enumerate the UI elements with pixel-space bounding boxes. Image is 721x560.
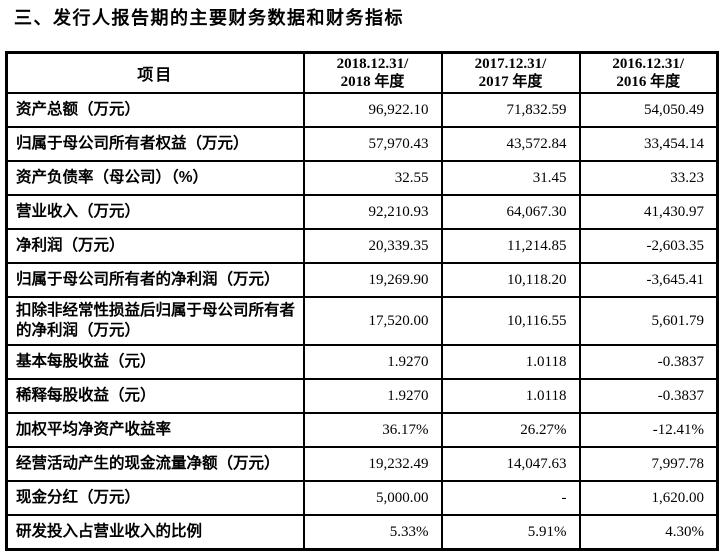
value-2018: 92,210.93 xyxy=(302,194,443,230)
row-label: 归属于母公司所有者的净利润（万元） xyxy=(5,262,305,298)
value-2018: 32.55 xyxy=(302,160,443,196)
value-2016: 1,620.00 xyxy=(578,480,719,516)
value-2017: 26.27% xyxy=(440,412,581,448)
table-row: 基本每股收益（元） 1.9270 1.0118 -0.3837 xyxy=(5,344,719,380)
value-2016: -12.41% xyxy=(578,412,719,448)
value-2017: 14,047.63 xyxy=(440,446,581,482)
value-2018: 1.9270 xyxy=(302,378,443,414)
value-2018: 5.33% xyxy=(302,514,443,551)
value-2016: -2,603.35 xyxy=(578,228,719,264)
value-2017: 10,118.20 xyxy=(440,262,581,298)
table-row: 加权平均净资产收益率 36.17% 26.27% -12.41% xyxy=(5,412,719,448)
table-row: 现金分红（万元） 5,000.00 - 1,620.00 xyxy=(5,480,719,516)
row-label: 资产总额（万元） xyxy=(5,92,305,128)
row-label: 研发投入占营业收入的比例 xyxy=(5,514,305,551)
table-row: 归属于母公司所有者的净利润（万元） 19,269.90 10,118.20 -3… xyxy=(5,262,719,298)
value-2018: 96,922.10 xyxy=(302,92,443,128)
col-header-2017: 2017.12.31/ 2017 年度 xyxy=(440,51,581,94)
row-label: 资产负债率（母公司）（%） xyxy=(5,160,305,196)
row-label: 营业收入（万元） xyxy=(5,194,305,230)
value-2016: 33,454.14 xyxy=(578,126,719,162)
value-2016: 33.23 xyxy=(578,160,719,196)
period-date: 2016.12.31/ xyxy=(612,56,685,72)
value-2018: 20,339.35 xyxy=(302,228,443,264)
value-2016: -0.3837 xyxy=(578,344,719,380)
table-row: 净利润（万元） 20,339.35 11,214.85 -2,603.35 xyxy=(5,228,719,264)
row-label: 加权平均净资产收益率 xyxy=(5,412,305,448)
value-2017: 71,832.59 xyxy=(440,92,581,128)
row-label: 扣除非经常性损益后归属于母公司所有者的净利润（万元） xyxy=(5,296,305,346)
value-2016: -0.3837 xyxy=(578,378,719,414)
value-2017: 11,214.85 xyxy=(440,228,581,264)
value-2017: 5.91% xyxy=(440,514,581,551)
section-title: 三、发行人报告期的主要财务数据和财务指标 xyxy=(14,8,404,28)
value-2018: 19,232.49 xyxy=(302,446,443,482)
value-2017: 1.0118 xyxy=(440,378,581,414)
value-2017: 1.0118 xyxy=(440,344,581,380)
value-2017: 10,116.55 xyxy=(440,296,581,346)
table-row: 稀释每股收益（元） 1.9270 1.0118 -0.3837 xyxy=(5,378,719,414)
value-2016: 54,050.49 xyxy=(578,92,719,128)
row-label: 经营活动产生的现金流量净额（万元） xyxy=(5,446,305,482)
value-2016: 4.30% xyxy=(578,514,719,551)
value-2016: 41,430.97 xyxy=(578,194,719,230)
table-header-row: 项目 2018.12.31/ 2018 年度 2017.12.31/ 2017 … xyxy=(5,51,719,94)
value-2018: 17,520.00 xyxy=(302,296,443,346)
period-year: 2016 年度 xyxy=(616,74,681,90)
row-label: 归属于母公司所有者权益（万元） xyxy=(5,126,305,162)
period-year: 2017 年度 xyxy=(478,74,543,90)
value-2016: 5,601.79 xyxy=(578,296,719,346)
period-year: 2018 年度 xyxy=(340,74,405,90)
row-label: 现金分红（万元） xyxy=(5,480,305,516)
value-2017: - xyxy=(440,480,581,516)
value-2017: 43,572.84 xyxy=(440,126,581,162)
row-label: 稀释每股收益（元） xyxy=(5,378,305,414)
value-2018: 57,970.43 xyxy=(302,126,443,162)
col-header-2018: 2018.12.31/ 2018 年度 xyxy=(302,51,443,94)
value-2018: 36.17% xyxy=(302,412,443,448)
value-2018: 19,269.90 xyxy=(302,262,443,298)
col-header-2016: 2016.12.31/ 2016 年度 xyxy=(578,51,719,94)
value-2017: 31.45 xyxy=(440,160,581,196)
financial-indicators-table: 项目 2018.12.31/ 2018 年度 2017.12.31/ 2017 … xyxy=(5,51,719,551)
table-row: 资产负债率（母公司）（%） 32.55 31.45 33.23 xyxy=(5,160,719,196)
value-2016: 7,997.78 xyxy=(578,446,719,482)
table-row: 研发投入占营业收入的比例 5.33% 5.91% 4.30% xyxy=(5,514,719,551)
value-2018: 1.9270 xyxy=(302,344,443,380)
table-row: 扣除非经常性损益后归属于母公司所有者的净利润（万元） 17,520.00 10,… xyxy=(5,296,719,346)
value-2017: 64,067.30 xyxy=(440,194,581,230)
table-row: 归属于母公司所有者权益（万元） 57,970.43 43,572.84 33,4… xyxy=(5,126,719,162)
value-2016: -3,645.41 xyxy=(578,262,719,298)
col-header-item: 项目 xyxy=(5,51,305,94)
table-row: 经营活动产生的现金流量净额（万元） 19,232.49 14,047.63 7,… xyxy=(5,446,719,482)
period-date: 2018.12.31/ xyxy=(336,56,409,72)
value-2018: 5,000.00 xyxy=(302,480,443,516)
period-date: 2017.12.31/ xyxy=(474,56,547,72)
table-row: 营业收入（万元） 92,210.93 64,067.30 41,430.97 xyxy=(5,194,719,230)
table-row: 资产总额（万元） 96,922.10 71,832.59 54,050.49 xyxy=(5,92,719,128)
row-label: 净利润（万元） xyxy=(5,228,305,264)
row-label: 基本每股收益（元） xyxy=(5,344,305,380)
